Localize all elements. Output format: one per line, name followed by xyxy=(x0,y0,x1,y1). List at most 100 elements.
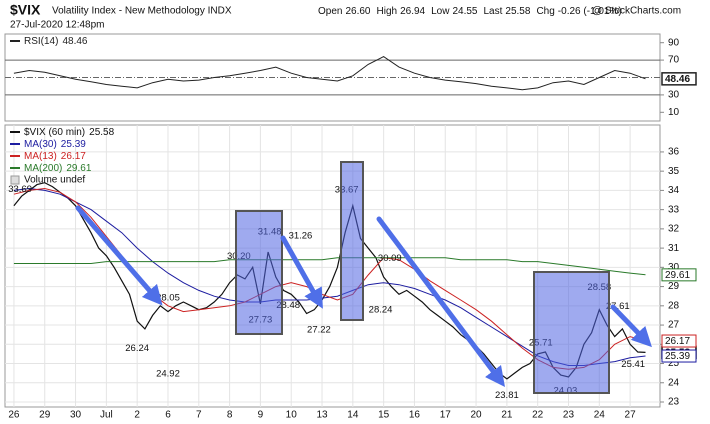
x-tick-label: 15 xyxy=(378,410,390,421)
y-tick-label: 25 xyxy=(668,358,680,369)
trend-arrow xyxy=(280,235,323,309)
y-tick-label: 23 xyxy=(668,397,680,408)
x-tick-label: 9 xyxy=(258,410,264,421)
legend-label: MA(30) 25.39 xyxy=(24,139,86,150)
x-tick-label: 16 xyxy=(409,410,421,421)
price-annotation: 28.24 xyxy=(369,305,393,316)
trend-arrows xyxy=(75,205,652,387)
legend-value: 26.17 xyxy=(61,151,86,162)
value-tag xyxy=(661,72,697,86)
y-tick-label: 90 xyxy=(668,37,680,48)
price-annotation: 23.81 xyxy=(495,390,519,401)
legend-label: RSI(14) 48.46 xyxy=(24,36,88,47)
y-tick-label: 27 xyxy=(668,320,680,331)
y-tick-label: 24 xyxy=(668,377,680,388)
value-tag xyxy=(661,334,697,348)
x-tick-label: 14 xyxy=(347,410,359,421)
x-tick-label: Jul xyxy=(100,410,113,421)
price-annotation: 31.26 xyxy=(289,231,313,242)
legend-name: RSI(14) xyxy=(24,36,58,47)
quote-label: High xyxy=(377,6,398,17)
trend-arrow xyxy=(610,304,652,348)
highlight-box xyxy=(235,210,283,335)
price-annotation: 25.41 xyxy=(621,359,645,370)
y-tick-label: 33 xyxy=(668,204,680,215)
price-annotation: 28.48 xyxy=(276,300,300,311)
legend-value: 29.61 xyxy=(66,163,91,174)
x-tick-label: 7 xyxy=(196,410,202,421)
price-annotation: 28.05 xyxy=(156,292,180,303)
legend-name: MA(200) xyxy=(24,163,62,174)
legend-name: MA(13) xyxy=(24,151,57,162)
legend-value: 25.39 xyxy=(61,139,86,150)
value-tag xyxy=(661,349,697,363)
x-tick-label: 10 xyxy=(286,410,298,421)
instrument-name: Volatility Index - New Methodology INDX xyxy=(52,6,232,17)
series-line xyxy=(13,257,646,276)
price-annotation: 30.09 xyxy=(378,253,402,264)
x-tick-label: 17 xyxy=(440,410,452,421)
legend-swatch xyxy=(10,175,20,185)
quote: Open 26.60 High 26.94 Low 24.55 Last 25.58 Chg -0… xyxy=(318,6,622,17)
highlight-box xyxy=(533,271,610,394)
price-annotation: 33.69 xyxy=(8,184,32,195)
highlight-boxes xyxy=(235,161,610,394)
quote-value: 24.55 xyxy=(452,6,477,17)
y-tick-label: 30 xyxy=(668,262,680,273)
x-tick-label: 29 xyxy=(39,410,51,421)
trend-arrow xyxy=(376,216,505,387)
y-tick-label: 28 xyxy=(668,300,680,311)
x-tick-label: 26 xyxy=(8,410,20,421)
legend-label: $VIX (60 min) 25.58 xyxy=(24,127,115,138)
quote-label: Chg xyxy=(536,6,554,17)
quote-label: Low xyxy=(431,6,450,17)
price-annotation: 27.22 xyxy=(307,324,331,335)
x-tick-label: 6 xyxy=(165,410,171,421)
x-tick-label: 21 xyxy=(501,410,513,421)
y-tick-label: 32 xyxy=(668,224,680,235)
x-tick-label: 30 xyxy=(70,410,82,421)
legend-label: Volume undef xyxy=(24,175,85,186)
legend-value: 48.46 xyxy=(62,36,87,47)
y-tick-label: 31 xyxy=(668,243,680,254)
legend-value: 25.58 xyxy=(89,127,114,138)
y-tick-label: 70 xyxy=(668,55,680,66)
legend-name: MA(30) xyxy=(24,139,57,150)
trend-arrow xyxy=(75,205,163,306)
quote-value: 25.58 xyxy=(505,6,530,17)
price-annotation: 26.24 xyxy=(125,343,149,354)
series-line xyxy=(13,56,646,91)
highlight-box xyxy=(340,161,364,321)
watermark: @ StockCharts.com xyxy=(592,6,681,17)
value-tag-label: 29.61 xyxy=(665,270,690,281)
x-tick-label: 20 xyxy=(471,410,483,421)
quote-label: Last xyxy=(484,6,503,17)
x-tick-label: 27 xyxy=(625,410,637,421)
quote-value: -0.26 (-1.01%) xyxy=(558,6,622,17)
y-tick-label: 29 xyxy=(668,281,680,292)
y-tick-label: 10 xyxy=(668,107,680,118)
x-tick-label: 2 xyxy=(134,410,140,421)
value-tag xyxy=(661,268,697,282)
y-tick-label: 30 xyxy=(668,90,680,101)
legend-label: MA(13) 26.17 xyxy=(24,151,86,162)
price-annotation: 24.92 xyxy=(156,369,180,380)
x-tick-label: 22 xyxy=(532,410,544,421)
quote-value: 26.94 xyxy=(400,6,425,17)
symbol: $VIX xyxy=(10,2,41,18)
value-tag-label: 26.17 xyxy=(665,336,690,347)
x-tick-label: 24 xyxy=(594,410,606,421)
value-tag-label: 25.39 xyxy=(665,351,690,362)
price-annotation: 27.61 xyxy=(606,301,630,312)
y-tick-label: 36 xyxy=(668,147,680,158)
x-tick-label: 23 xyxy=(563,410,575,421)
y-tick-label: 35 xyxy=(668,166,680,177)
x-tick-label: 13 xyxy=(316,410,328,421)
quote-label: Open xyxy=(318,6,342,17)
y-tick-label: 34 xyxy=(668,185,680,196)
legend-label: MA(200) 29.61 xyxy=(24,163,92,174)
datetime: 27-Jul-2020 12:48pm xyxy=(10,20,105,31)
quote-value: 26.60 xyxy=(345,6,370,17)
